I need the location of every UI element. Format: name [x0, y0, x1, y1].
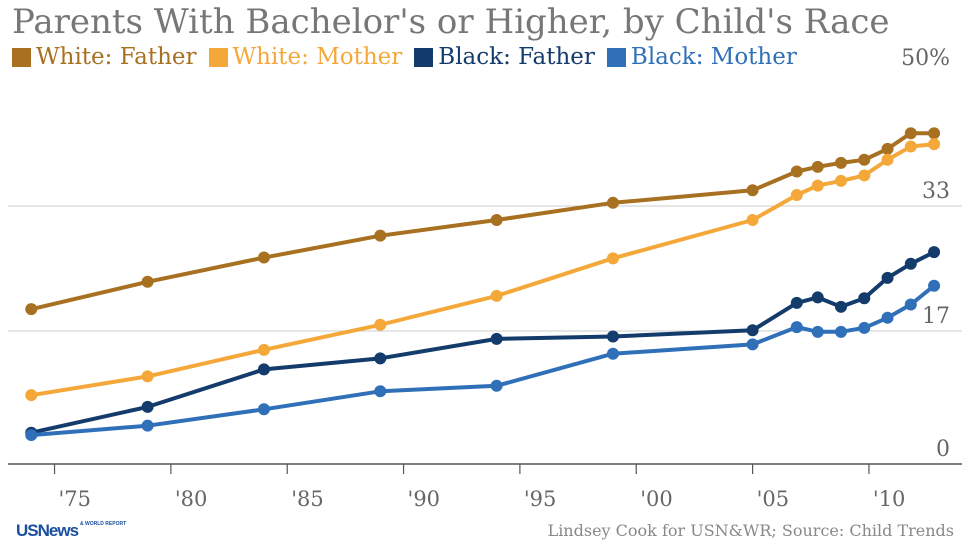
data-point-black-father-12 — [904, 257, 917, 270]
y-tick-label-0: 0 — [936, 437, 950, 462]
legend-swatch-white-father — [12, 47, 31, 67]
legend-item-white-mother: White: Mother — [208, 44, 403, 70]
source-credit: Lindsey Cook for USN&WR; Source: Child T… — [547, 521, 954, 540]
x-tick-label-1990: '90 — [408, 487, 441, 511]
x-tick-label-1980: '80 — [175, 487, 208, 511]
data-point-black-mother-9 — [835, 325, 848, 338]
data-point-black-mother-6 — [746, 338, 759, 351]
data-point-black-mother-10 — [858, 321, 871, 334]
series-line-white-father — [29, 131, 937, 312]
data-point-white-father-9 — [835, 156, 848, 169]
data-point-black-father-5 — [606, 330, 619, 343]
data-point-white-father-1 — [141, 275, 154, 288]
data-point-white-father-5 — [606, 196, 619, 209]
legend-item-black-father: Black: Father — [414, 44, 595, 70]
y-tick-label-17: 17 — [922, 304, 950, 329]
x-tick-label-1995: '95 — [524, 487, 557, 511]
data-point-black-father-13 — [928, 246, 941, 259]
gridlines — [8, 205, 962, 465]
data-point-white-mother-0 — [25, 389, 38, 402]
legend-label-black-father: Black: Father — [438, 44, 595, 70]
data-point-black-father-4 — [490, 332, 503, 345]
data-point-white-mother-7 — [790, 188, 803, 201]
series-white-mother — [25, 138, 941, 402]
series-white-father — [25, 127, 941, 316]
legend-label-black-mother: Black: Mother — [630, 44, 797, 70]
usnews-logo: USNews & WORLD REPORT — [16, 521, 126, 541]
data-point-white-father-7 — [790, 165, 803, 178]
y-axis-ticks: 0 17 33 50% — [901, 46, 950, 462]
data-point-black-mother-8 — [811, 325, 824, 338]
data-point-black-mother-12 — [904, 298, 917, 311]
data-point-black-father-1 — [141, 400, 154, 413]
data-point-white-mother-6 — [746, 214, 759, 227]
data-point-white-mother-11 — [881, 153, 894, 166]
data-point-white-father-12 — [904, 127, 917, 140]
data-point-white-father-2 — [257, 251, 270, 264]
data-point-black-father-10 — [858, 292, 871, 305]
data-point-black-father-7 — [790, 296, 803, 309]
data-point-white-father-13 — [928, 127, 941, 140]
legend-item-white-father: White: Father — [12, 44, 197, 70]
series-line-white-mother — [29, 142, 937, 398]
data-point-black-father-11 — [881, 271, 894, 284]
series-black-father — [25, 246, 941, 439]
data-point-black-mother-3 — [374, 385, 387, 398]
data-point-black-mother-13 — [928, 279, 941, 292]
data-point-white-father-3 — [374, 229, 387, 242]
data-point-black-father-3 — [374, 352, 387, 365]
data-point-white-mother-8 — [811, 179, 824, 192]
data-point-white-father-10 — [858, 153, 871, 166]
data-point-black-mother-0 — [25, 429, 38, 442]
data-point-white-father-4 — [490, 214, 503, 227]
data-point-white-father-11 — [881, 142, 894, 155]
data-point-black-mother-1 — [141, 419, 154, 432]
data-point-black-father-2 — [257, 363, 270, 376]
data-point-white-mother-5 — [606, 252, 619, 265]
legend-item-black-mother: Black: Mother — [606, 44, 797, 70]
x-tick-label-2000: '00 — [640, 487, 673, 511]
data-point-white-father-6 — [746, 184, 759, 197]
data-point-black-mother-11 — [881, 311, 894, 324]
data-point-white-mother-13 — [928, 138, 941, 151]
chart-title: Parents With Bachelor's or Higher, by Ch… — [12, 2, 890, 42]
y-tick-label-50: 50% — [901, 46, 950, 71]
data-point-white-mother-4 — [490, 289, 503, 302]
x-tick-label-2010: '10 — [873, 487, 906, 511]
data-point-black-mother-7 — [790, 321, 803, 334]
legend-label-white-mother: White: Mother — [232, 44, 403, 70]
data-point-white-mother-10 — [858, 169, 871, 182]
legend-swatch-black-mother — [606, 47, 626, 67]
x-tick-label-1985: '85 — [291, 487, 324, 511]
legend-swatch-white-mother — [208, 47, 228, 67]
data-point-white-mother-3 — [374, 318, 387, 331]
x-tick-label-1975: '75 — [59, 487, 92, 511]
data-point-white-mother-1 — [141, 370, 154, 383]
data-point-black-mother-4 — [490, 379, 503, 392]
data-point-black-father-8 — [811, 291, 824, 304]
series-black-mother — [25, 279, 941, 442]
legend-swatch-black-father — [414, 47, 434, 67]
legend: White: Father White: Mother Black: Fathe… — [12, 44, 797, 70]
x-axis-ticks: '75 '80 '85 '90 '95 '00 '05 '10 — [53, 464, 906, 511]
series-lines — [25, 127, 941, 442]
legend-label-white-father: White: Father — [36, 44, 197, 70]
y-tick-label-33: 33 — [922, 179, 950, 204]
data-point-white-mother-12 — [904, 140, 917, 153]
data-point-black-mother-2 — [257, 403, 270, 416]
data-point-white-mother-2 — [257, 343, 270, 356]
data-point-white-mother-9 — [835, 174, 848, 187]
logo-tagline: & WORLD REPORT — [80, 521, 127, 527]
logo-text: USNews — [16, 521, 79, 540]
data-point-black-mother-5 — [606, 347, 619, 360]
data-point-white-father-0 — [25, 303, 38, 316]
x-tick-label-2005: '05 — [757, 487, 790, 511]
data-point-black-father-6 — [746, 324, 759, 337]
data-point-black-father-9 — [835, 300, 848, 313]
data-point-white-father-8 — [811, 160, 824, 173]
